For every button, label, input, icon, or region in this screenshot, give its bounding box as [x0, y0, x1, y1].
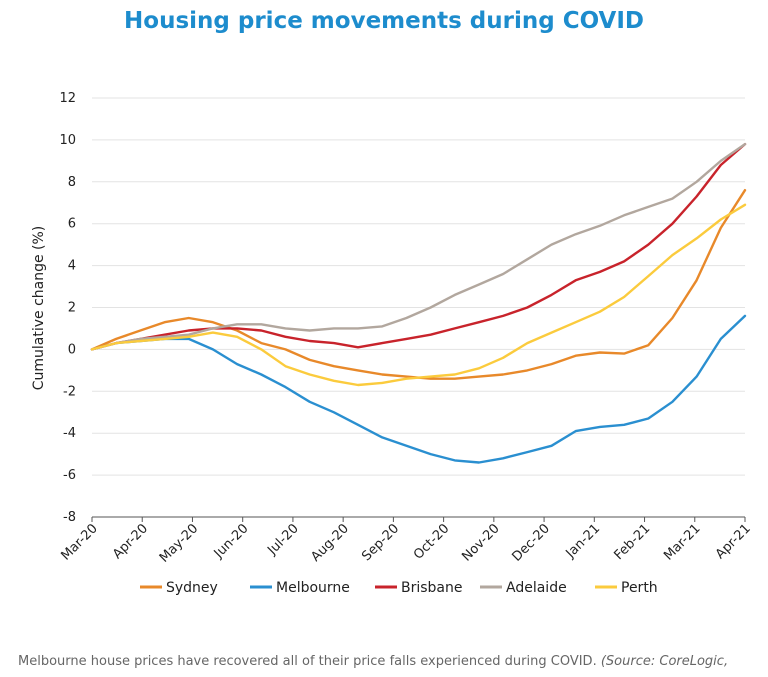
y-tick-label: -4 [63, 426, 76, 441]
y-axis-ticks: -8 -6 -4 -2 0 2 4 6 8 10 12 [59, 91, 76, 525]
legend-label-sydney: Sydney [166, 580, 218, 596]
y-tick-label: 10 [59, 133, 76, 148]
x-tick-label: May-20 [157, 521, 201, 565]
series-lines [90, 142, 747, 464]
caption-source: (Source: CoreLogic, [600, 654, 729, 669]
y-axis-title: Cumulative change (%) [31, 226, 47, 391]
line-chart: -8 -6 -4 -2 0 2 4 6 8 10 12 Mar-20 Apr-20 May-20 Jun-… [31, 91, 754, 596]
y-tick-label: -6 [63, 468, 76, 483]
y-tick-label: 12 [59, 91, 76, 106]
y-tick-label: 4 [68, 259, 76, 274]
x-tick-label: Jan-21 [563, 521, 604, 562]
series-line-perth [90, 203, 747, 387]
legend-label-adelaide: Adelaide [506, 580, 567, 596]
x-tick-label: Mar-21 [661, 521, 703, 563]
chart-title: Housing price movements during COVID [124, 8, 644, 34]
x-tick-label: Jul-20 [264, 521, 301, 558]
x-tick-label: Feb-21 [611, 521, 653, 563]
series-line-sydney [90, 189, 747, 380]
gridlines [92, 97, 745, 518]
x-tick-label: Aug-20 [308, 521, 352, 565]
caption: Melbourne house prices have recovered al… [18, 654, 768, 669]
y-tick-label: 8 [68, 175, 76, 190]
x-tick-label: Oct-20 [411, 521, 453, 563]
x-axis [91, 516, 746, 522]
y-tick-label: -2 [63, 384, 76, 399]
x-tick-label: Mar-20 [58, 521, 100, 563]
y-tick-label: 0 [68, 342, 76, 357]
y-tick-label: -8 [63, 510, 76, 525]
legend: Sydney Melbourne Brisbane Adelaide Perth [140, 580, 658, 596]
series-line-brisbane [90, 142, 747, 351]
x-tick-label: Nov-20 [459, 521, 502, 564]
x-tick-label: Dec-20 [509, 521, 552, 564]
x-tick-label: Sep-20 [359, 521, 402, 564]
caption-text: Melbourne house prices have recovered al… [18, 654, 597, 669]
legend-label-melbourne: Melbourne [276, 580, 350, 596]
series-line-melbourne [90, 314, 747, 464]
legend-label-perth: Perth [621, 580, 658, 596]
x-axis-ticks: Mar-20 Apr-20 May-20 Jun-20 Jul-20 Aug-20 Sep-… [58, 521, 753, 565]
x-tick-label: Apr-20 [110, 521, 151, 562]
x-tick-label: Jun-20 [211, 521, 252, 562]
x-tick-label: Apr-21 [713, 521, 754, 562]
series-line-adelaide [90, 142, 747, 351]
y-tick-label: 6 [68, 217, 76, 232]
legend-label-brisbane: Brisbane [401, 580, 463, 596]
y-tick-label: 2 [68, 301, 76, 316]
